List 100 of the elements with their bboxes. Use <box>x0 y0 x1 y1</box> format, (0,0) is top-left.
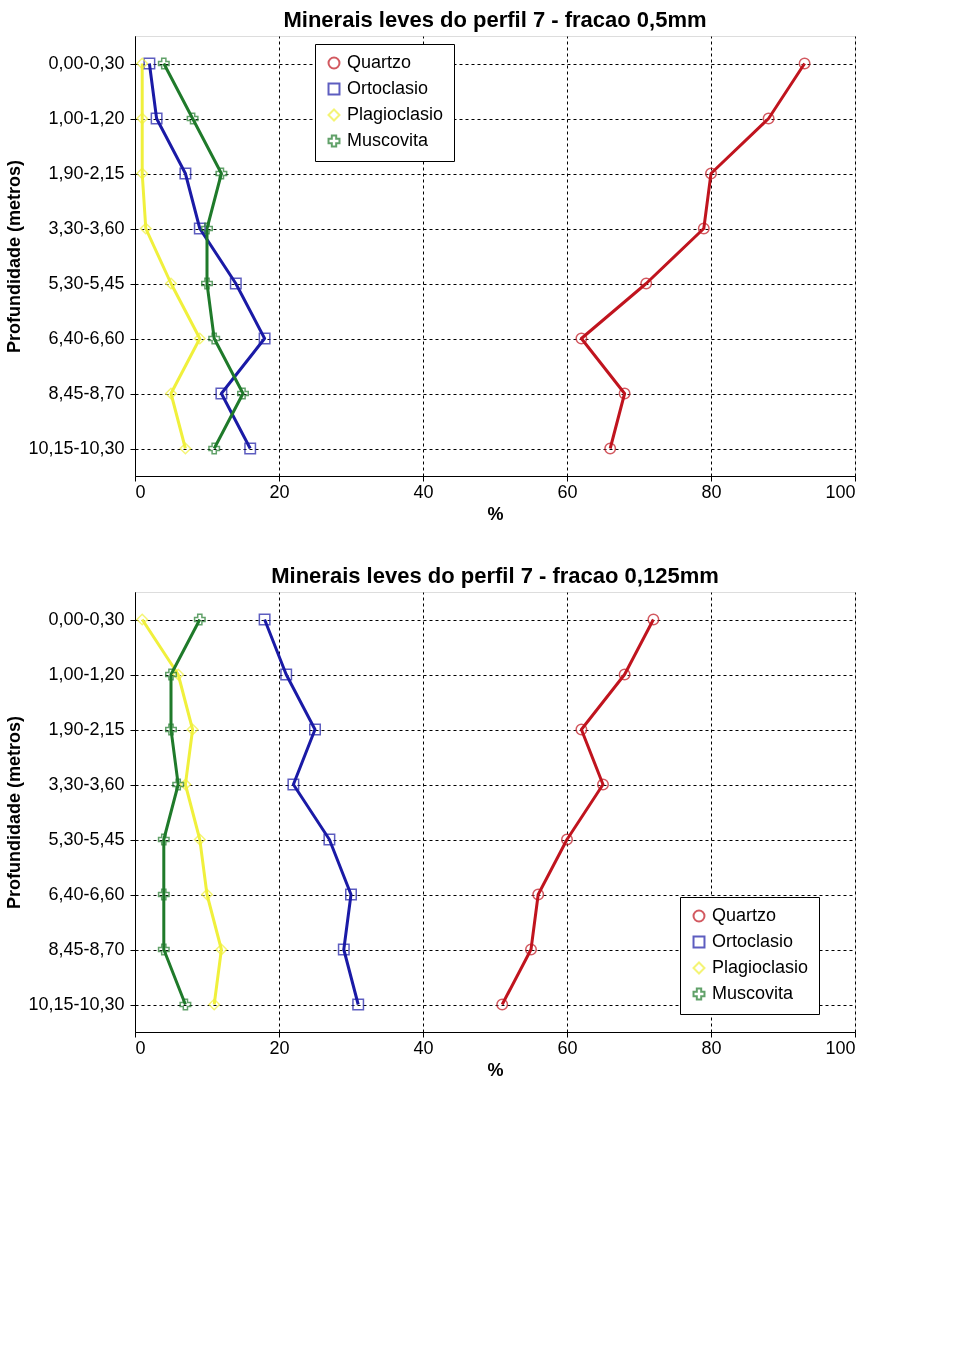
x-tick-label: 20 <box>269 1037 290 1058</box>
point <box>208 998 221 1011</box>
legend-label: Quartzo <box>347 52 412 72</box>
point <box>179 778 192 791</box>
point <box>575 723 588 736</box>
point <box>647 613 660 626</box>
point <box>309 723 321 736</box>
y-axis-title: Profundidade (metros) <box>4 159 25 354</box>
point <box>352 998 365 1011</box>
x-tick-label: 0 <box>135 1037 146 1058</box>
point <box>575 332 588 345</box>
x-tick-label: 40 <box>413 1037 434 1058</box>
point <box>201 222 213 235</box>
x-axis-title: % <box>487 503 504 524</box>
point <box>150 112 163 125</box>
legend-label: Quartzo <box>712 905 777 925</box>
point <box>139 222 152 235</box>
y-tick-label: 0,00-0,30 <box>48 53 125 73</box>
x-tick-label: 0 <box>135 481 146 502</box>
point <box>215 387 228 400</box>
point <box>186 112 199 125</box>
y-tick-label: 0,00-0,30 <box>48 609 125 629</box>
y-tick-label: 1,90-2,15 <box>48 719 125 739</box>
point <box>193 613 206 626</box>
x-tick-label: 80 <box>701 1037 722 1058</box>
x-tick-label: 100 <box>825 1037 856 1058</box>
point <box>798 57 811 70</box>
point <box>136 613 149 626</box>
point <box>229 277 242 290</box>
point <box>143 57 156 70</box>
x-tick-label: 60 <box>557 1037 578 1058</box>
point <box>280 668 293 681</box>
point <box>618 668 631 681</box>
y-tick-label: 10,15-10,30 <box>28 438 125 458</box>
point <box>186 723 199 736</box>
point <box>165 723 177 736</box>
point <box>244 442 257 455</box>
x-axis-title: % <box>487 1059 504 1080</box>
legend-label: Ortoclasio <box>347 78 429 98</box>
point <box>165 668 177 681</box>
point <box>323 833 336 846</box>
point <box>136 112 149 125</box>
point <box>705 167 717 180</box>
point <box>136 57 149 70</box>
point <box>157 888 170 901</box>
point <box>157 57 170 70</box>
y-tick-label: 10,15-10,30 <box>28 994 125 1014</box>
point <box>215 943 228 956</box>
point <box>640 277 653 290</box>
point <box>193 332 206 345</box>
point <box>618 387 631 400</box>
point <box>179 442 192 455</box>
point <box>762 112 775 125</box>
point <box>201 277 213 290</box>
point <box>237 387 249 400</box>
point <box>172 668 185 681</box>
point <box>697 222 710 235</box>
y-tick-label: 8,45-8,70 <box>48 383 125 403</box>
y-tick-label: 6,40-6,60 <box>48 884 125 904</box>
point <box>165 277 177 290</box>
chart-title: Minerais leves do perfil 7 - fracao 0,125mm <box>271 563 719 588</box>
point <box>208 442 221 455</box>
y-axis-title: Profundidade (metros) <box>4 715 25 910</box>
point <box>258 613 271 626</box>
point <box>157 943 170 956</box>
x-tick-label: 100 <box>825 481 856 502</box>
y-tick-label: 5,30-5,45 <box>48 273 125 293</box>
y-tick-label: 3,30-3,60 <box>48 774 125 794</box>
y-tick-label: 1,90-2,15 <box>48 163 125 183</box>
point <box>258 332 271 345</box>
point <box>208 332 221 345</box>
chart-title: Minerais leves do perfil 7 - fracao 0,5mm <box>283 7 707 32</box>
x-tick-label: 80 <box>701 481 722 502</box>
legend-label: Muscovita <box>347 130 430 150</box>
legend-label: Plagioclasio <box>712 957 809 977</box>
point <box>165 387 177 400</box>
legend-label: Ortoclasio <box>712 931 794 951</box>
point <box>597 778 609 791</box>
x-tick-label: 40 <box>413 481 434 502</box>
point <box>561 833 573 846</box>
point <box>157 833 170 846</box>
point <box>172 778 185 791</box>
point <box>496 998 509 1011</box>
y-tick-label: 6,40-6,60 <box>48 328 125 348</box>
point <box>525 943 537 956</box>
y-tick-label: 1,00-1,20 <box>48 664 125 684</box>
y-tick-label: 1,00-1,20 <box>48 108 125 128</box>
legend-label: Muscovita <box>712 983 795 1003</box>
point <box>215 167 228 180</box>
point <box>532 888 545 901</box>
point <box>136 167 149 180</box>
y-tick-label: 3,30-3,60 <box>48 218 125 238</box>
point <box>337 943 350 956</box>
point <box>193 833 206 846</box>
y-tick-label: 5,30-5,45 <box>48 829 125 849</box>
point <box>287 778 300 791</box>
point <box>193 222 206 235</box>
legend-label: Plagioclasio <box>347 104 444 124</box>
x-tick-label: 60 <box>557 481 578 502</box>
x-tick-label: 20 <box>269 481 290 502</box>
